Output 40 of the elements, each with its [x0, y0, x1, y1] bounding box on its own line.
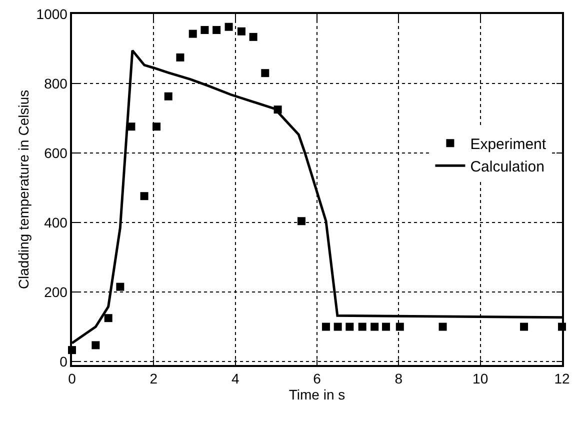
point [200, 26, 209, 34]
point [382, 322, 390, 331]
y-tick-label: 600 [44, 144, 68, 161]
point [261, 69, 270, 78]
point [297, 217, 306, 226]
point [116, 282, 124, 291]
point [237, 27, 246, 36]
legend-label: Experiment [470, 136, 547, 153]
point [188, 30, 197, 38]
x-axis-title: Time in s [288, 386, 346, 403]
point [152, 122, 161, 131]
point [104, 314, 112, 322]
x-tick-label: 12 [554, 370, 570, 387]
y-tick-label: 200 [44, 284, 68, 300]
point [224, 22, 233, 31]
point [520, 322, 528, 331]
point [346, 322, 354, 331]
point [438, 322, 447, 331]
point [92, 341, 100, 350]
point [370, 322, 379, 331]
x-tick-label: 2 [150, 370, 158, 387]
point [396, 322, 404, 331]
y-tick-label: 800 [44, 75, 68, 92]
point [164, 92, 172, 100]
y-tick-label: 1000 [36, 6, 68, 22]
legend-label: Calculation [470, 158, 544, 176]
point [322, 322, 330, 331]
point [176, 53, 184, 62]
x-tick-label: 6 [313, 370, 322, 387]
point [249, 32, 258, 41]
y-axis-title: Cladding temperature in Celsius [15, 90, 32, 290]
x-tick-label: 10 [472, 370, 488, 387]
y-tick-label: 400 [44, 214, 68, 230]
y-tick-label: 0 [60, 353, 68, 370]
point [334, 322, 342, 331]
point [140, 192, 148, 200]
x-tick-label: 8 [394, 370, 403, 387]
x-tick-label: 4 [231, 370, 240, 387]
point [212, 26, 221, 34]
point [358, 322, 366, 331]
